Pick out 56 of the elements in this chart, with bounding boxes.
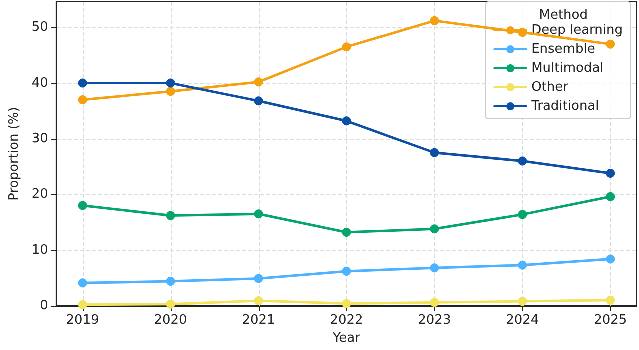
legend-label: Ensemble bbox=[532, 42, 596, 57]
point bbox=[606, 254, 616, 264]
point bbox=[78, 95, 88, 104]
point bbox=[430, 16, 440, 26]
point bbox=[166, 300, 176, 309]
point bbox=[78, 78, 88, 88]
point bbox=[342, 228, 352, 238]
point bbox=[606, 192, 616, 202]
point bbox=[430, 298, 440, 308]
point bbox=[518, 28, 528, 38]
legend-label: Other bbox=[532, 80, 570, 95]
x-tick-label: 2024 bbox=[506, 313, 540, 328]
y-tick-label: 30 bbox=[32, 131, 48, 146]
x-tick-label: 2020 bbox=[154, 313, 188, 328]
x-tick-label: 2022 bbox=[330, 313, 364, 328]
point bbox=[254, 96, 264, 106]
x-tick-label: 2025 bbox=[594, 313, 628, 328]
point bbox=[430, 224, 440, 234]
y-tick-label: 20 bbox=[32, 187, 48, 202]
point bbox=[342, 266, 352, 276]
legend-label: Traditional bbox=[530, 99, 600, 114]
point bbox=[166, 211, 176, 220]
y-tick-label: 10 bbox=[32, 242, 48, 258]
legend-label: Deep learning bbox=[532, 23, 624, 38]
point bbox=[342, 116, 352, 126]
legend-label: Multimodal bbox=[532, 61, 604, 76]
point bbox=[166, 78, 176, 88]
point bbox=[430, 264, 440, 273]
point bbox=[518, 210, 528, 220]
point bbox=[518, 156, 528, 166]
x-tick-label: 2021 bbox=[242, 313, 276, 328]
y-tick-label: 0 bbox=[40, 298, 48, 314]
point bbox=[166, 277, 176, 286]
y-axis-title: Proportion (%) bbox=[7, 107, 22, 201]
point bbox=[606, 296, 616, 305]
y-tick-label: 40 bbox=[32, 76, 48, 91]
y-tick-label: 50 bbox=[32, 20, 48, 36]
point bbox=[166, 87, 176, 96]
point bbox=[78, 278, 88, 288]
point bbox=[254, 274, 264, 284]
point bbox=[78, 201, 88, 210]
x-tick-label: 2023 bbox=[418, 313, 452, 328]
point bbox=[342, 299, 352, 308]
point bbox=[342, 42, 352, 52]
x-axis-title: Year bbox=[332, 331, 362, 346]
point bbox=[518, 297, 528, 306]
point bbox=[430, 148, 440, 158]
point bbox=[606, 40, 616, 49]
legend-title: Method bbox=[539, 8, 588, 23]
x-tick-label: 2019 bbox=[66, 313, 100, 328]
point bbox=[518, 260, 528, 270]
point bbox=[606, 168, 616, 178]
point bbox=[254, 296, 264, 306]
point bbox=[254, 210, 264, 219]
point bbox=[254, 78, 264, 87]
point bbox=[78, 300, 88, 310]
